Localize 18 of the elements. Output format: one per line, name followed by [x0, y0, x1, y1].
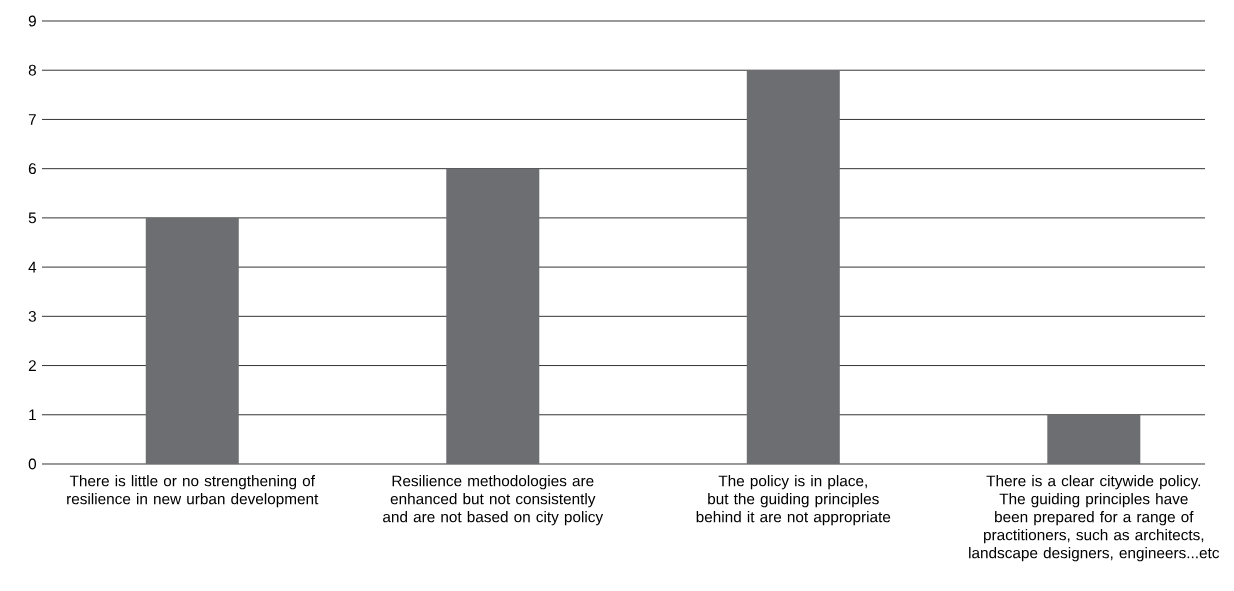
x-tick-label: There is little or no strengthening of resilience in new urban development: [67, 475, 319, 508]
y-tick-label: 2: [28, 360, 36, 371]
x-tick-label: The policy is in place, but the guiding principles behind it are not appropriate: [696, 475, 891, 526]
x-tick-label: Resilience methodologies are enhanced but not consistently and are not based on city policy: [383, 475, 604, 526]
y-tick-label: 1: [29, 409, 36, 421]
y-tick-label: 6: [28, 163, 36, 175]
bar: [145, 217, 239, 464]
bar: [1047, 414, 1141, 464]
y-tick-label: 0: [28, 458, 37, 470]
y-tick-label: 8: [28, 64, 36, 76]
y-tick-label: 3: [28, 310, 36, 322]
x-tick-label: There is a clear citywide policy. The guiding principles have been prepared for a range of practitioners, such as architects, landscape designers, engineers...etc: [969, 475, 1220, 562]
y-tick-label: 7: [28, 114, 36, 125]
y-tick-label: 4: [28, 261, 37, 273]
y-tick-label: 5: [28, 212, 36, 224]
y-tick-label: 9: [28, 15, 36, 27]
bar: [746, 70, 840, 464]
bar: [446, 168, 540, 464]
